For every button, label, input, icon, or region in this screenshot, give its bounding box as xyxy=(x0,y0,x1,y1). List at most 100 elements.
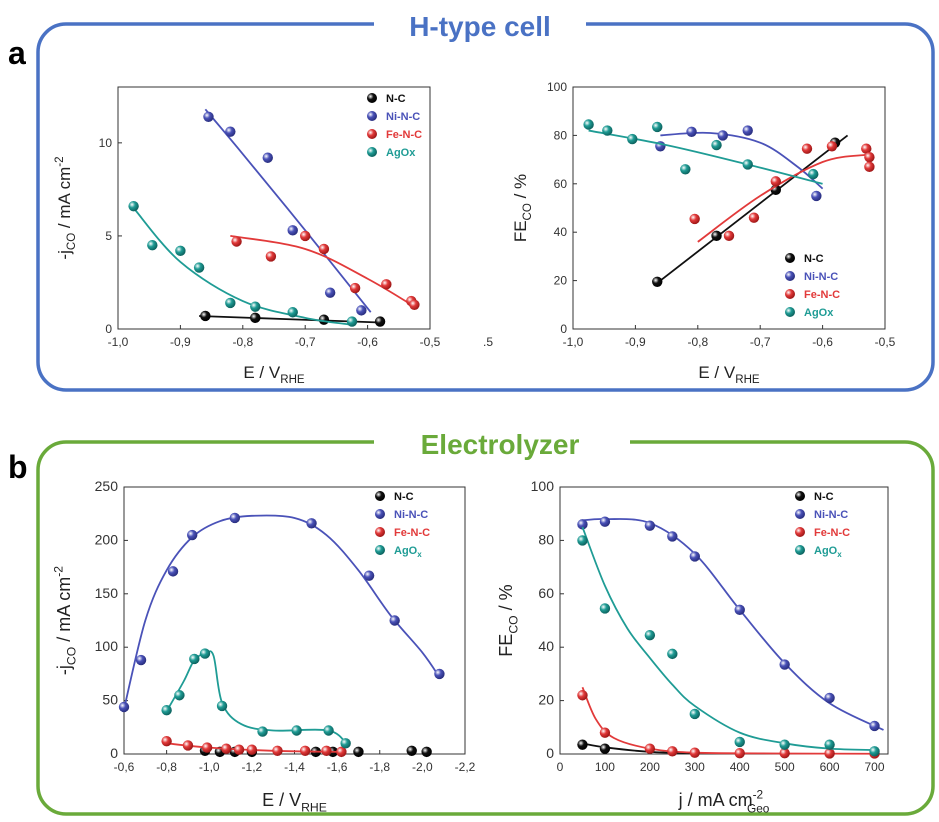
x-tick-label: -0,8 xyxy=(156,760,177,774)
point-AgOx xyxy=(627,133,638,145)
panel-a-title-bg xyxy=(374,8,586,42)
panel-b-title-bg xyxy=(374,426,630,460)
y-tick-label: 80 xyxy=(538,531,554,547)
x-tick-label: -0,7 xyxy=(295,335,316,349)
x-tick-label: 500 xyxy=(775,760,795,774)
legend-label-Ni-N-C: Ni-N-C xyxy=(814,509,848,521)
panel-b-letter: b xyxy=(8,449,28,485)
legend-label-Ni-N-C: Ni-N-C xyxy=(394,509,428,521)
legend-marker-Fe-N-C xyxy=(795,527,805,537)
point-Ni-N-C xyxy=(686,126,697,137)
point-N-C xyxy=(250,312,261,324)
point-AgOx xyxy=(583,119,594,130)
point-Fe-N-C xyxy=(221,743,232,754)
y-tick-label: 200 xyxy=(95,531,119,547)
point-AgOx xyxy=(742,159,753,170)
point-Fe-N-C xyxy=(723,230,735,242)
legend-label-N-C: N-C xyxy=(394,491,414,503)
point-AgOx xyxy=(216,700,228,712)
point-Fe-N-C xyxy=(864,161,875,173)
point-Ni-N-C xyxy=(118,701,130,713)
y-axis-title: FECO​ / % xyxy=(511,174,534,242)
point-Ni-N-C xyxy=(689,551,700,562)
point-Ni-N-C xyxy=(577,519,588,530)
x-tick-label: 400 xyxy=(730,760,750,774)
stray-tick-label: .5 xyxy=(483,335,493,349)
point-Fe-N-C xyxy=(667,746,678,757)
point-Fe-N-C xyxy=(801,143,813,154)
legend-label-AgOx: AgOx xyxy=(804,307,834,319)
legend-marker-Fe-N-C xyxy=(785,289,795,299)
point-Ni-N-C xyxy=(356,305,367,316)
point-N-C xyxy=(200,310,211,322)
legend-label-N-C: N-C xyxy=(804,253,824,265)
legend-label-N-C: N-C xyxy=(814,491,834,503)
x-tick-label: -0,6 xyxy=(114,760,135,774)
point-Ni-N-C xyxy=(869,720,880,732)
point-AgOx xyxy=(734,736,745,748)
legend-marker-Ni-N-C xyxy=(785,271,795,281)
y-tick-label: 20 xyxy=(538,692,554,708)
point-Fe-N-C xyxy=(734,747,745,759)
x-tick-label: -0,9 xyxy=(170,335,191,349)
point-Fe-N-C xyxy=(689,213,700,225)
point-Ni-N-C xyxy=(306,518,317,529)
point-Ni-N-C xyxy=(824,692,835,704)
point-Fe-N-C xyxy=(318,243,330,255)
fit-line-AgOx xyxy=(132,207,350,326)
point-AgOx xyxy=(287,307,298,318)
y-tick-label: 60 xyxy=(538,585,554,601)
point-Ni-N-C xyxy=(287,225,298,236)
x-tick-label: -1,8 xyxy=(369,760,390,774)
chart-a-left: -1,0 -0,9 -0,8 -0,7 -0,6 -0,5 0 5 10 .5 E / VRHE​ -… xyxy=(54,86,493,386)
x-tick-label: -0,8 xyxy=(687,335,708,349)
point-N-C xyxy=(599,743,611,754)
legend-label-Fe-N-C: Fe-N-C xyxy=(386,129,422,141)
x-tick-label: -1,4 xyxy=(284,760,305,774)
y-tick-label: 40 xyxy=(538,638,554,654)
point-AgOx xyxy=(652,121,663,133)
legend-label-N-C: N-C xyxy=(386,93,406,105)
point-Ni-N-C xyxy=(135,654,147,666)
x-tick-label: 0 xyxy=(557,760,564,774)
point-Fe-N-C xyxy=(864,151,875,163)
y-tick-label: 60 xyxy=(554,177,568,191)
point-Fe-N-C xyxy=(861,143,872,154)
x-tick-label: -1,0 xyxy=(108,335,129,349)
fit-line-Fe-N-C xyxy=(697,153,867,243)
y-axis-title: -jCO​ / mA cm-2​ xyxy=(51,566,78,675)
point-AgOx xyxy=(577,535,588,546)
x-tick-label: 300 xyxy=(685,760,705,774)
point-AgOx xyxy=(779,739,790,750)
point-AgOx xyxy=(689,708,700,720)
legend-marker-N-C xyxy=(367,93,377,103)
point-Fe-N-C xyxy=(321,745,332,756)
x-axis-title: E / VRHE​ xyxy=(262,790,327,814)
point-N-C xyxy=(711,230,722,242)
fit-line-AgOx xyxy=(581,526,875,751)
x-tick-label: 700 xyxy=(865,760,885,774)
point-AgOx xyxy=(128,200,139,212)
point-Ni-N-C xyxy=(229,512,241,524)
point-AgOx xyxy=(161,705,172,716)
x-axis-title: j / mA cm-2 Geo xyxy=(678,787,770,815)
point-Fe-N-C xyxy=(233,744,245,755)
y-tick-label: 80 xyxy=(554,128,568,142)
point-Ni-N-C xyxy=(734,604,745,616)
chart-a-right: -1,0 -0,9 -0,8 -0,7 -0,6 -0,5 0 20 40 60 80 100 E / … xyxy=(511,80,896,386)
point-AgOx xyxy=(291,725,302,736)
legend-marker-Ni-N-C xyxy=(375,509,385,519)
point-N-C xyxy=(374,316,386,327)
x-tick-label: -2,0 xyxy=(412,760,433,774)
point-AgOx xyxy=(147,240,158,251)
point-AgOx xyxy=(175,245,186,257)
y-tick-label: 0 xyxy=(110,745,118,761)
x-tick-label: -0,6 xyxy=(812,335,833,349)
x-axis-title: E / VRHE​ xyxy=(698,363,760,386)
fit-line-Fe-N-C xyxy=(230,235,418,310)
y-tick-label: 0 xyxy=(546,745,554,761)
x-tick-label: -0,7 xyxy=(750,335,771,349)
point-Fe-N-C xyxy=(201,742,213,753)
point-Fe-N-C xyxy=(409,299,420,310)
